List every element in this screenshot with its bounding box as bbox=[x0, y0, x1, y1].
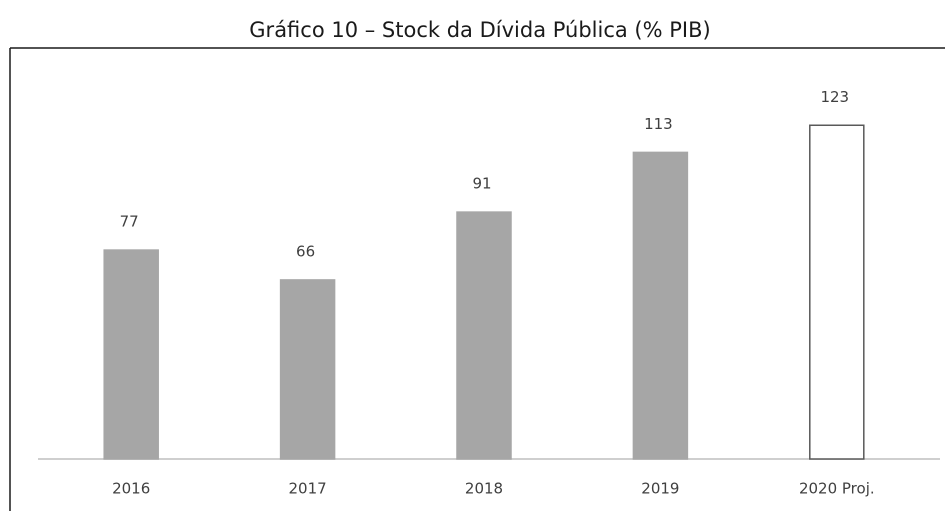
chart-title: Gráfico 10 – Stock da Dívida Pública (% … bbox=[249, 18, 710, 42]
value-label: 66 bbox=[296, 242, 315, 260]
value-label: 77 bbox=[120, 213, 139, 231]
bar bbox=[103, 249, 159, 460]
x-tick-label: 2018 bbox=[465, 480, 503, 498]
x-tick-label: 2016 bbox=[112, 480, 150, 498]
value-label: 123 bbox=[820, 88, 849, 106]
bar bbox=[279, 279, 336, 460]
x-tick-label: 2019 bbox=[641, 480, 679, 498]
value-label: 113 bbox=[644, 115, 673, 133]
x-tick-label: 2017 bbox=[289, 480, 327, 498]
value-label: 91 bbox=[472, 175, 491, 193]
bar bbox=[456, 211, 512, 460]
bar bbox=[632, 151, 689, 460]
x-tick-label: 2020 Proj. bbox=[799, 480, 875, 498]
bar bbox=[809, 124, 865, 460]
